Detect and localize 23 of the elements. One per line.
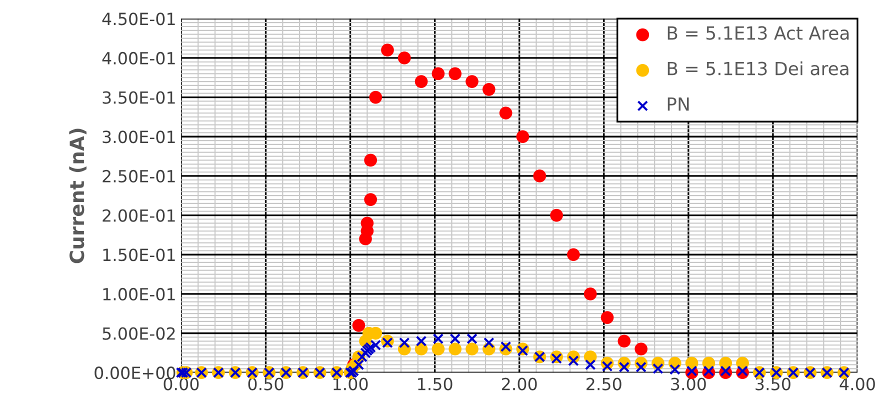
legend-label: B = 5.1E13 Act Area [668,26,849,40]
x-tick-label: 2.00 [502,378,537,390]
y-tick-label: 4.00E-01 [102,52,175,65]
x-tick-label: 1.00 [334,378,368,390]
y-tick-label: 3.50E-01 [102,91,175,104]
y-tick-label: 0.00E+00 [94,366,176,380]
x-tick-label: 0.50 [248,378,284,390]
legend-label: B = 5.1E13 Dei area [668,61,848,76]
legend-label: PN [668,97,689,111]
y-tick-label: 1.50E-01 [103,248,175,262]
x-tick-label: 3.50 [756,378,790,390]
x-tick-label: 0.00 [164,378,199,390]
y-tick-label: 2.00E-01 [102,209,175,222]
y-axis-title: Current (nA) [69,128,87,264]
x-tick-label: 1.50 [418,378,452,390]
x-tick-label: 4.00 [840,378,875,390]
y-tick-label: 5.00E-02 [102,327,175,340]
x-tick-label: 3.00 [671,378,706,390]
x-tick-label: 2.50 [586,378,622,390]
y-tick-label: 1.00E-01 [103,288,175,301]
y-tick-label: 2.50E-01 [102,170,175,183]
y-tick-label: 4.50E-01 [102,12,175,26]
y-tick-label: 3.00E-01 [102,130,175,144]
